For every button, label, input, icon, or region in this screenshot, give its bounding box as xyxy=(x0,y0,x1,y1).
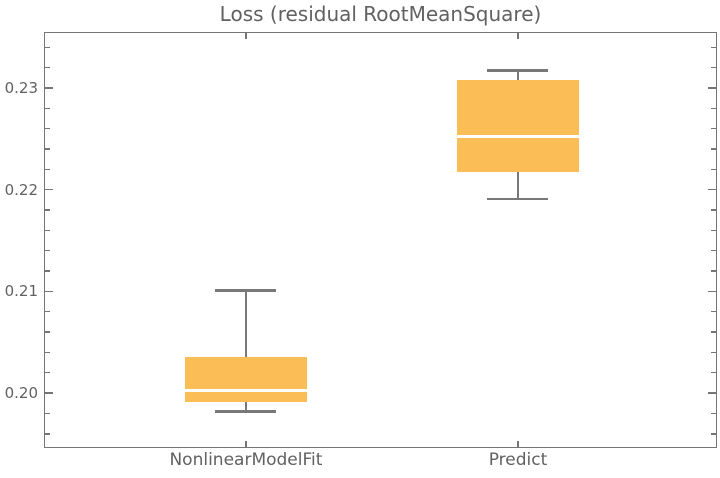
y-axis-tick-label: 0.20 xyxy=(4,384,38,403)
y-axis-minor-tick xyxy=(45,412,50,415)
y-axis-minor-tick xyxy=(711,209,716,211)
y-axis-minor-tick xyxy=(711,148,716,150)
y-axis-minor-tick xyxy=(45,127,50,130)
y-axis-minor-tick xyxy=(45,46,50,48)
category-tick-top xyxy=(245,33,247,39)
y-axis-minor-tick xyxy=(711,270,716,272)
y-axis-minor-tick xyxy=(45,249,50,252)
y-axis-minor-tick xyxy=(711,46,716,48)
y-axis-minor-tick xyxy=(45,310,50,313)
y-axis-minor-tick xyxy=(711,127,716,130)
y-axis-minor-tick xyxy=(711,310,716,313)
whisker-stem-upper xyxy=(244,290,248,358)
y-axis-major-tick xyxy=(45,392,53,394)
whisker-cap-lower xyxy=(215,410,277,413)
y-axis-major-tick xyxy=(45,290,53,293)
y-axis-minor-tick xyxy=(711,412,716,415)
y-axis-minor-tick xyxy=(45,433,50,435)
chart-title: Loss (residual RootMeanSquare) xyxy=(219,2,542,26)
y-axis-major-tick xyxy=(45,87,53,89)
y-axis-tick-label: 0.21 xyxy=(4,282,38,301)
y-axis-minor-tick xyxy=(45,148,50,150)
whisker-stem-upper xyxy=(516,70,520,80)
category-label: Predict xyxy=(488,450,548,470)
median-line xyxy=(456,135,579,139)
y-axis-major-tick xyxy=(708,188,716,191)
y-axis-minor-tick xyxy=(45,229,50,232)
y-axis-minor-tick xyxy=(45,107,50,110)
whisker-cap-upper xyxy=(487,69,549,72)
y-axis-minor-tick xyxy=(45,371,50,374)
y-axis-tick-label: 0.22 xyxy=(4,180,38,199)
plot-frame xyxy=(44,32,717,448)
whisker-cap-upper xyxy=(215,289,277,292)
y-axis-minor-tick xyxy=(45,270,50,272)
y-axis-minor-tick xyxy=(711,331,716,333)
y-axis-minor-tick xyxy=(711,351,716,354)
category-tick-top xyxy=(517,33,519,39)
y-axis-minor-tick xyxy=(711,249,716,252)
whisker-stem-lower xyxy=(516,172,520,199)
y-axis-major-tick xyxy=(45,188,53,191)
whisker-stem-lower xyxy=(244,402,248,412)
y-axis-tick-label: 0.23 xyxy=(4,78,38,97)
y-axis-minor-tick xyxy=(711,433,716,435)
y-axis-minor-tick xyxy=(45,351,50,354)
y-axis-minor-tick xyxy=(711,168,716,171)
iqr-box xyxy=(456,79,579,173)
category-label: NonlinearModelFit xyxy=(169,450,323,470)
y-axis-minor-tick xyxy=(711,229,716,232)
category-tick-bottom xyxy=(517,441,519,447)
iqr-box xyxy=(184,357,307,403)
y-axis-minor-tick xyxy=(711,371,716,374)
median-line xyxy=(184,388,307,392)
y-axis-major-tick xyxy=(708,290,716,293)
y-axis-minor-tick xyxy=(45,331,50,333)
y-axis-minor-tick xyxy=(45,66,50,69)
y-axis-major-tick xyxy=(708,392,716,394)
y-axis-minor-tick xyxy=(711,107,716,110)
y-axis-minor-tick xyxy=(45,168,50,171)
y-axis-major-tick xyxy=(708,87,716,89)
category-tick-bottom xyxy=(245,441,247,447)
y-axis-minor-tick xyxy=(45,209,50,211)
y-axis-minor-tick xyxy=(711,66,716,69)
whisker-cap-lower xyxy=(487,197,549,201)
